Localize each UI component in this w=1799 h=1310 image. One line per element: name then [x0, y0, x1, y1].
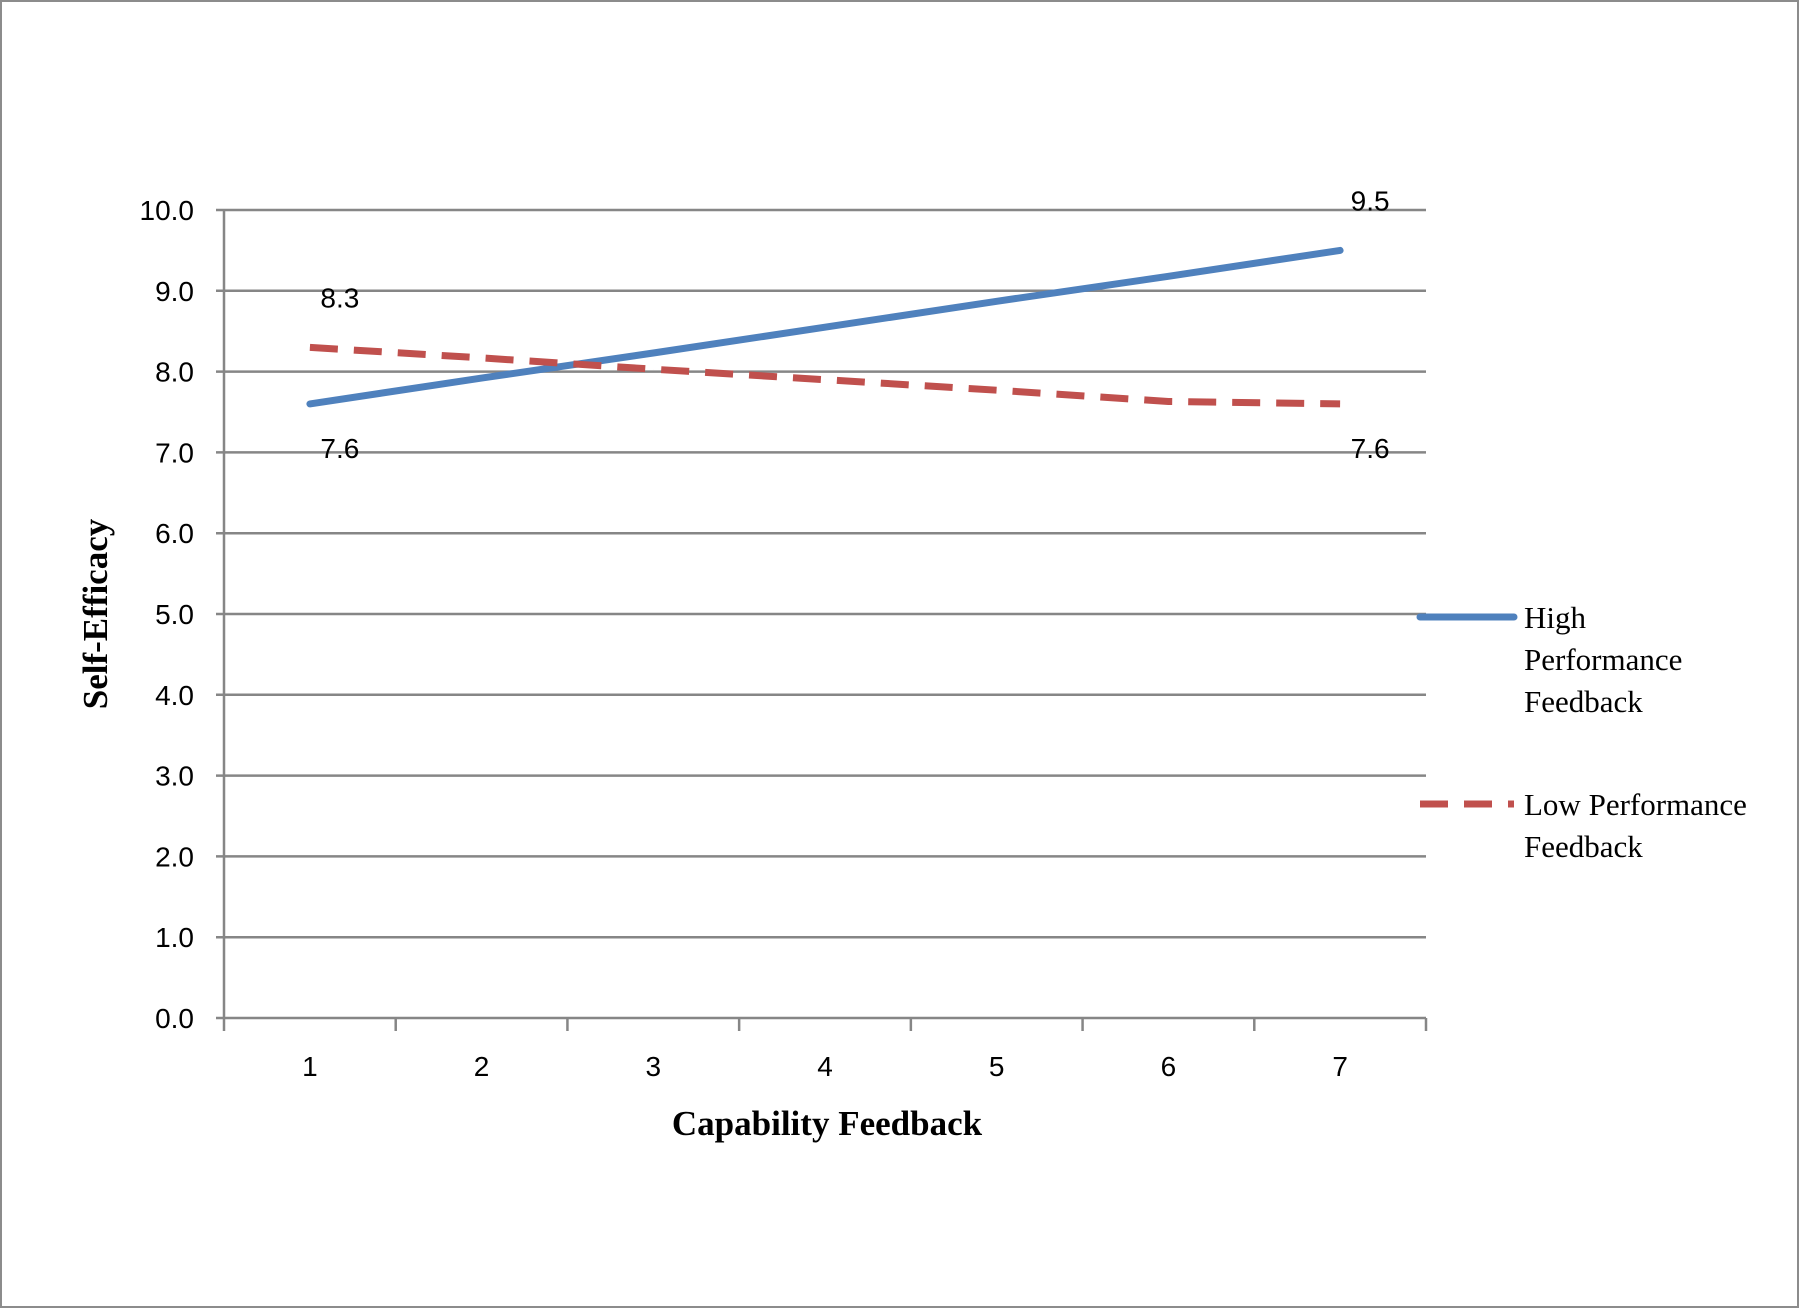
y-axis-title: Self-Efficacy [76, 518, 115, 709]
x-axis-title: Capability Feedback [672, 1104, 983, 1143]
legend-label-line: Feedback [1524, 684, 1643, 719]
x-tick-label: 4 [817, 1051, 833, 1082]
y-tick-label: 10.0 [140, 195, 195, 226]
x-tick-label: 1 [302, 1051, 318, 1082]
legend-label-line: Low Performance [1524, 787, 1747, 822]
y-tick-label: 1.0 [155, 922, 194, 953]
series-lines [310, 250, 1340, 404]
legend: High Performance Feedback Low Performance Fe… [1420, 600, 1747, 864]
x-tick-label: 3 [645, 1051, 661, 1082]
y-tick-label: 7.0 [155, 437, 194, 468]
y-tick-label: 2.0 [155, 841, 194, 872]
y-tick-label: 9.0 [155, 276, 194, 307]
x-tick-label: 5 [989, 1051, 1005, 1082]
y-tick-label: 8.0 [155, 357, 194, 388]
series-line-low-performance [310, 347, 1340, 404]
y-tick-label: 4.0 [155, 680, 194, 711]
data-label: 7.6 [320, 433, 359, 464]
x-tick-label: 7 [1332, 1051, 1348, 1082]
y-tick-label: 5.0 [155, 599, 194, 630]
x-tick-label: 2 [474, 1051, 490, 1082]
data-label: 9.5 [1351, 185, 1390, 216]
legend-label: High Performance Feedback [1524, 600, 1682, 719]
legend-label-line: High [1524, 600, 1587, 635]
data-label: 8.3 [320, 282, 359, 313]
y-tick-label: 0.0 [155, 1003, 194, 1034]
axes: 0.0 1.0 2.0 3.0 4.0 5.0 6.0 7.0 8.0 9.0 10.0 1 2 3 4 5 6… [140, 195, 1427, 1082]
y-tick-label: 3.0 [155, 761, 194, 792]
legend-label-line: Feedback [1524, 829, 1643, 864]
legend-label: Low Performance Feedback [1524, 787, 1747, 864]
y-tick-label: 6.0 [155, 518, 194, 549]
legend-label-line: Performance [1524, 642, 1682, 677]
data-label: 7.6 [1351, 433, 1390, 464]
x-tick-label: 6 [1161, 1051, 1177, 1082]
